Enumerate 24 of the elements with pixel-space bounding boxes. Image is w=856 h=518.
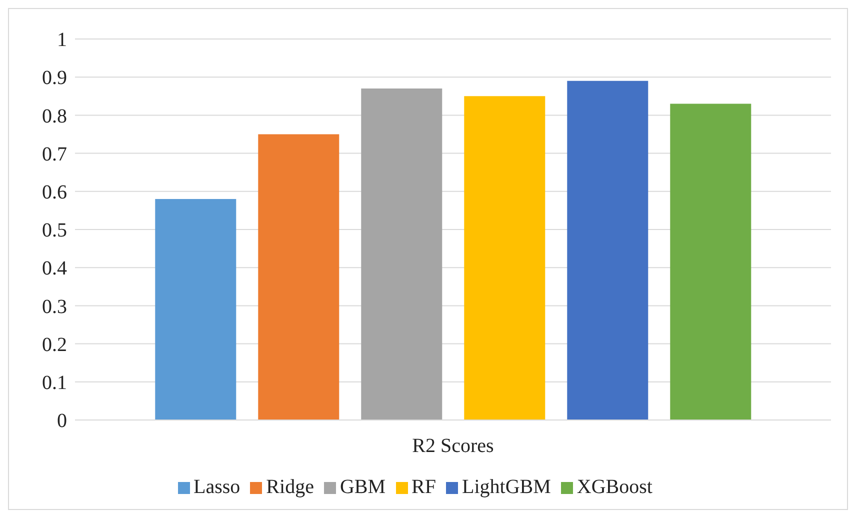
y-tick-label: 0.6 (42, 182, 67, 204)
y-tick-label: 0.3 (42, 296, 67, 318)
y-tick-label: 0.7 (42, 143, 67, 166)
y-tick-label: 1 (57, 29, 67, 52)
y-tick-label: 0.4 (42, 258, 67, 280)
legend-label: Ridge (266, 476, 314, 498)
y-tick-label: 0 (57, 410, 67, 432)
y-tick-label: 0.9 (42, 67, 67, 90)
bar (567, 80, 648, 420)
bar (258, 134, 340, 420)
y-tick-label: 0.5 (42, 220, 67, 242)
y-tick-label: 0.2 (42, 334, 67, 356)
legend-label: Lasso (194, 476, 240, 498)
x-tick-label: R2 Scores (412, 435, 494, 458)
legend-label: LightGBM (462, 476, 551, 498)
bar (464, 96, 546, 420)
bar (155, 199, 236, 420)
y-tick-label: 0.8 (42, 105, 67, 128)
legend-label: GBM (340, 476, 386, 498)
legend-label: RF (412, 476, 436, 498)
legend-label: XGBoost (576, 476, 652, 498)
y-tick-label: 0.1 (42, 372, 67, 394)
bar (361, 88, 442, 420)
bar (670, 104, 752, 420)
